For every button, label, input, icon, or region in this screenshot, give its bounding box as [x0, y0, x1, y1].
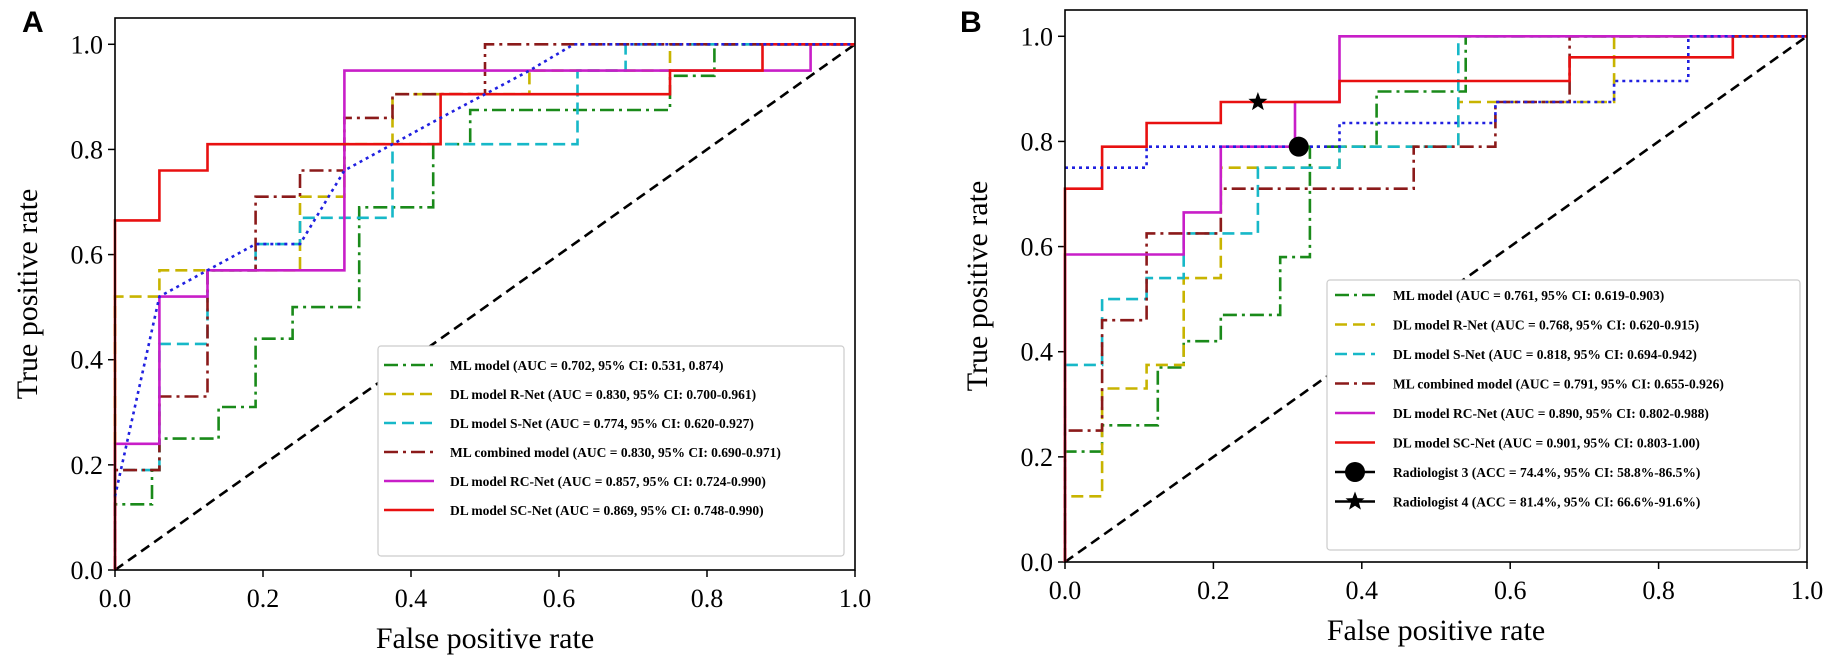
roc-curve-2: [113, 42, 855, 570]
legend-star-marker: [1345, 491, 1365, 510]
x-tick-label: 0.4: [1346, 576, 1379, 605]
x-tick-label: 0.0: [1049, 576, 1082, 605]
legend-entry-label: DL model RC-Net (AUC = 0.857, 95% CI: 0.…: [450, 474, 766, 489]
x-tick-label: 0.2: [1197, 576, 1230, 605]
roc-curve-6: [113, 42, 855, 570]
y-tick-label: 1.0: [71, 30, 104, 59]
legend-entry-label: DL model R-Net (AUC = 0.768, 95% CI: 0.6…: [1393, 318, 1699, 333]
chance-diagonal-line: [114, 43, 856, 572]
roc-curve-4: [1063, 34, 1807, 562]
roc-curve-7: [1065, 34, 1807, 169]
legend-entry-label: DL model S-Net (AUC = 0.818, 95% CI: 0.6…: [1393, 347, 1697, 362]
panel-letter: A: [22, 6, 44, 39]
x-tick-label: 0.4: [395, 584, 428, 613]
y-tick-label: 0.4: [71, 346, 104, 375]
legend-entry-label: DL model RC-Net (AUC = 0.890, 95% CI: 0.…: [1393, 406, 1709, 421]
y-tick-label: 0.8: [71, 135, 104, 164]
legend-entry-label: ML model (AUC = 0.761, 95% CI: 0.619-0.9…: [1393, 288, 1664, 303]
x-tick-label: 0.6: [1494, 576, 1527, 605]
legend-entry-label: ML combined model (AUC = 0.830, 95% CI: …: [450, 445, 781, 460]
legend-box: [377, 345, 845, 557]
y-tick-label: 0.4: [1021, 338, 1054, 367]
legend: ML model (AUC = 0.761, 95% CI: 0.619-0.9…: [1326, 279, 1801, 551]
x-tick-label: 0.0: [99, 584, 132, 613]
roc-curve-2: [1063, 34, 1807, 562]
x-tick-label: 0.8: [1642, 576, 1675, 605]
y-tick-label: 0.2: [1021, 443, 1054, 472]
y-tick-label: 1.0: [1021, 22, 1054, 51]
roc-curve-6: [1063, 34, 1807, 562]
legend: ML model (AUC = 0.702, 95% CI: 0.531, 0.…: [377, 345, 845, 557]
x-tick-label: 0.6: [543, 584, 576, 613]
x-tick-label: 1.0: [1791, 576, 1824, 605]
legend-entry-label: DL model R-Net (AUC = 0.830, 95% CI: 0.7…: [450, 387, 756, 402]
y-axis-label: True positive rate: [11, 189, 44, 400]
plot-frame: [114, 17, 856, 571]
legend-entry-label: DL model SC-Net (AUC = 0.869, 95% CI: 0.…: [450, 503, 764, 518]
chart-panel-b: B 0.0 0.2 0.4 0.6 0.8 1.0 0.0 0.2 0.4 0.6 0.8 1.0 Fal…: [960, 6, 1823, 647]
radiologist-4-marker: [1248, 92, 1268, 111]
y-tick-label: 0.0: [71, 556, 104, 585]
x-tick-label: 0.8: [691, 584, 724, 613]
radiologist-3-marker: [1288, 136, 1309, 157]
y-axis-label: True positive rate: [961, 181, 994, 392]
panel-letter: B: [960, 6, 982, 39]
legend-entry-label: Radiologist 3 (ACC = 74.4%, 95% CI: 58.8…: [1393, 465, 1700, 480]
x-axis-label: False positive rate: [1327, 614, 1545, 647]
legend-entry-label: ML model (AUC = 0.702, 95% CI: 0.531, 0.…: [450, 358, 724, 373]
y-tick-label: 0.6: [71, 241, 104, 270]
legend-circle-marker: [1345, 462, 1365, 482]
plot-frame: [1064, 9, 1808, 563]
x-tick-label: 0.2: [247, 584, 280, 613]
y-tick-label: 0.0: [1021, 548, 1054, 577]
legend-entry-label: DL model S-Net (AUC = 0.774, 95% CI: 0.6…: [450, 416, 754, 431]
x-axis-label: False positive rate: [376, 622, 594, 655]
legend-entry-label: DL model SC-Net (AUC = 0.901, 95% CI: 0.…: [1393, 436, 1700, 451]
chart-panel-a: A 0.0 0.2 0.4 0.6 0.8 1.0 0.0 0.2 0.4 0.6 0.8 1.0 Fal…: [11, 6, 871, 655]
x-tick-label: 1.0: [839, 584, 872, 613]
legend-box: [1326, 279, 1801, 551]
y-tick-label: 0.2: [71, 451, 104, 480]
y-tick-label: 0.6: [1021, 233, 1054, 262]
y-tick-label: 0.8: [1021, 127, 1054, 156]
legend-entry-label: ML combined model (AUC = 0.791, 95% CI: …: [1393, 377, 1724, 392]
legend-entry-label: Radiologist 4 (ACC = 81.4%, 95% CI: 66.6…: [1393, 495, 1700, 510]
